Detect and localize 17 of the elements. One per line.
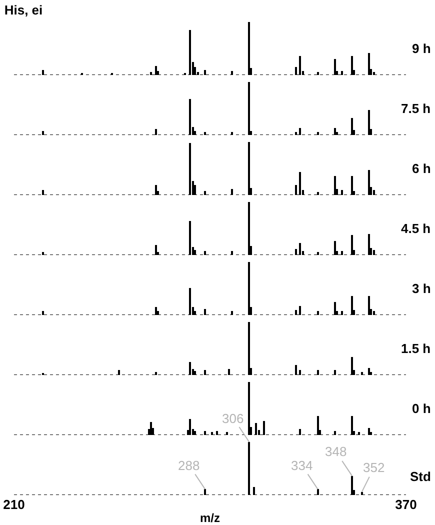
x-tick-label: 370: [395, 497, 417, 512]
x-tick-label: 210: [3, 497, 25, 512]
text: 0 h: [412, 401, 431, 416]
annotation: 352: [363, 460, 385, 475]
annotation: 4.5 h: [401, 221, 431, 236]
annotation: 1.5 h: [401, 341, 431, 356]
chart-title: His, ei: [4, 2, 43, 18]
x-axis-title: m/z: [200, 510, 220, 525]
text: 6 h: [412, 161, 431, 176]
text: Std: [410, 469, 431, 484]
annotation: 348: [325, 444, 347, 459]
text: 3 h: [412, 281, 431, 296]
text: 9 h: [412, 41, 431, 56]
annotation: 288: [178, 458, 200, 473]
annotation: 334: [291, 458, 313, 473]
annotation: 306: [222, 411, 244, 426]
annotation: 7.5 h: [401, 101, 431, 116]
